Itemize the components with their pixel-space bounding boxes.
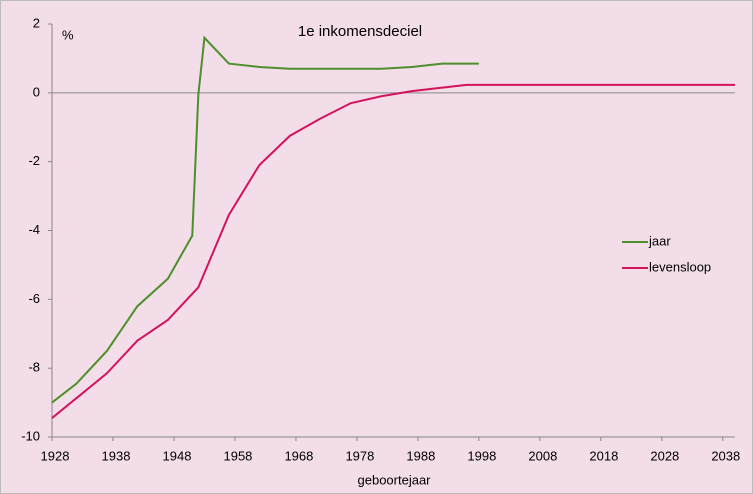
y-tick-label: 2 (33, 15, 40, 30)
y-axis-label: % (62, 27, 74, 42)
line-series (51, 35, 479, 404)
x-tick-label: 2008 (528, 448, 557, 463)
x-tick-label: 1928 (41, 448, 70, 463)
legend-label: jaar (648, 233, 671, 248)
x-tick-label: 1968 (284, 448, 313, 463)
x-axis-label: geboortejaar (358, 472, 432, 487)
y-tick-label: 0 (33, 84, 40, 99)
x-tick-label: 2038 (711, 448, 740, 463)
x-tick-label: 2018 (589, 448, 618, 463)
y-tick-label: -4 (28, 222, 40, 237)
y-tick-label: -6 (28, 291, 40, 306)
x-tick-label: 1958 (223, 448, 252, 463)
line-series (51, 83, 735, 419)
y-tick-label: -10 (21, 428, 40, 443)
y-tick-label: -2 (28, 153, 40, 168)
x-tick-label: 1938 (102, 448, 131, 463)
legend-label: levensloop (649, 259, 711, 274)
chart-title: 1e inkomensdeciel (298, 23, 422, 40)
x-tick-label: 2028 (650, 448, 679, 463)
y-tick-label: -8 (28, 360, 40, 375)
x-tick-label: 1978 (345, 448, 374, 463)
x-tick-label: 1948 (163, 448, 192, 463)
x-tick-label: 1998 (467, 448, 496, 463)
x-tick-label: 1988 (406, 448, 435, 463)
